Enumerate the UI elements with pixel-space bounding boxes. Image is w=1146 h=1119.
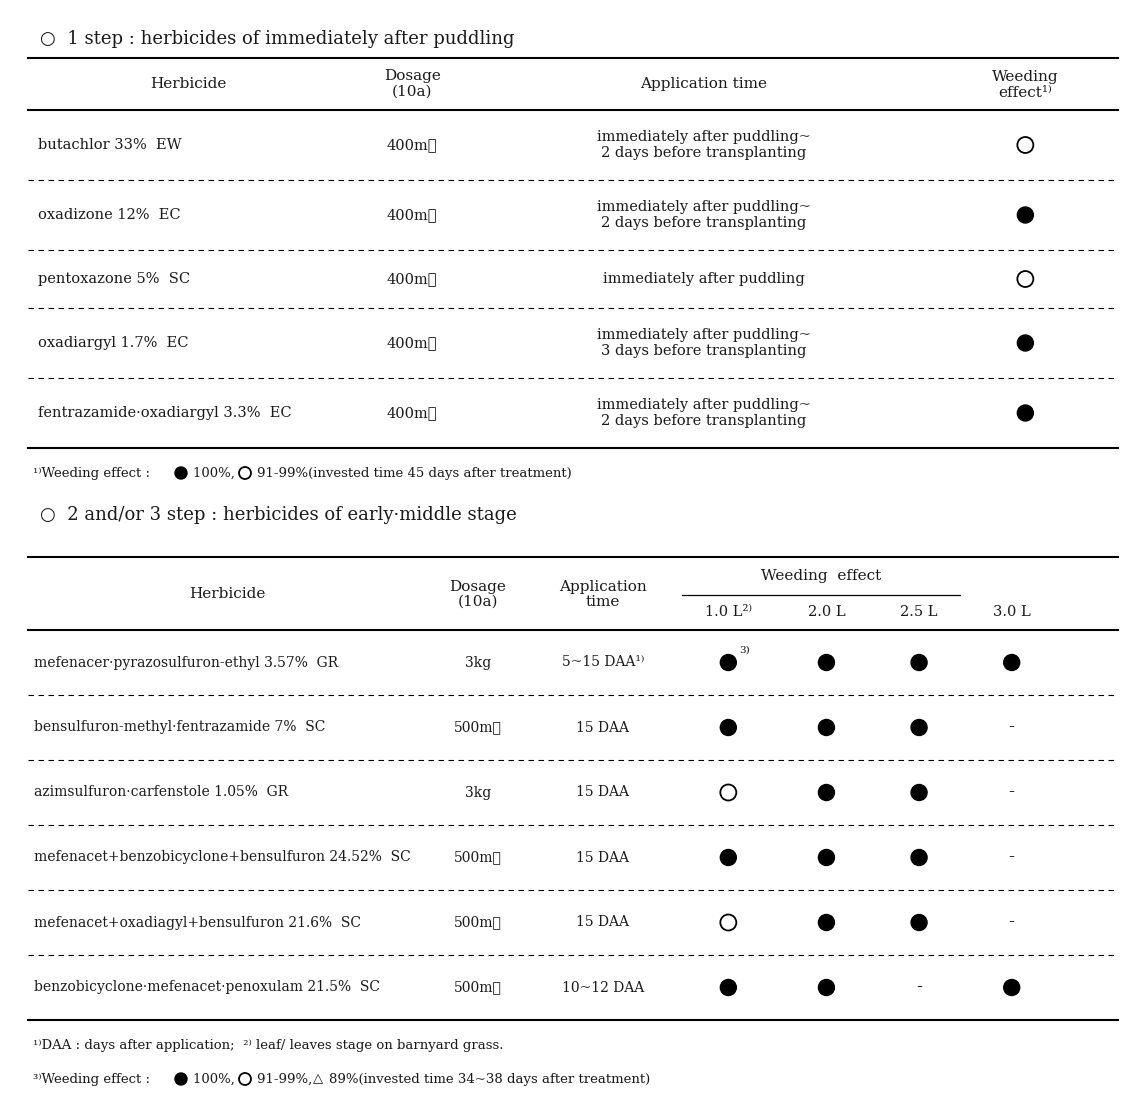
Text: 3): 3) <box>739 646 751 655</box>
Text: -: - <box>1008 783 1014 801</box>
Text: 3kg: 3kg <box>464 656 490 669</box>
Circle shape <box>721 720 737 735</box>
Text: -: - <box>1008 848 1014 866</box>
Circle shape <box>818 979 834 996</box>
Text: 100%,: 100%, <box>193 467 243 480</box>
Text: mefenacet+oxadiagyl+bensulfuron 21.6%  SC: mefenacet+oxadiagyl+bensulfuron 21.6% SC <box>34 915 361 930</box>
Text: 400mℓ: 400mℓ <box>387 406 438 420</box>
Text: -: - <box>916 978 923 997</box>
Text: effect¹⁾: effect¹⁾ <box>998 86 1052 100</box>
Circle shape <box>721 655 737 670</box>
Circle shape <box>911 655 927 670</box>
Text: ³⁾Weeding effect :: ³⁾Weeding effect : <box>33 1072 155 1085</box>
Text: fentrazamide·oxadiargyl 3.3%  EC: fentrazamide·oxadiargyl 3.3% EC <box>38 406 291 420</box>
Text: ○  1 step : herbicides of immediately after puddling: ○ 1 step : herbicides of immediately aft… <box>40 30 515 48</box>
Text: 91-99%(invested time 45 days after treatment): 91-99%(invested time 45 days after treat… <box>257 467 572 480</box>
Text: Herbicide: Herbicide <box>189 586 265 601</box>
Text: -: - <box>1008 718 1014 736</box>
Circle shape <box>1018 207 1034 223</box>
Text: immediately after puddling~
3 days before transplanting: immediately after puddling~ 3 days befor… <box>597 328 811 358</box>
Text: mefenacer·pyrazosulfuron-ethyl 3.57%  GR: mefenacer·pyrazosulfuron-ethyl 3.57% GR <box>34 656 338 669</box>
Text: Herbicide: Herbicide <box>150 77 227 91</box>
Text: mefenacet+benzobicyclone+bensulfuron 24.52%  SC: mefenacet+benzobicyclone+bensulfuron 24.… <box>34 850 410 865</box>
Text: (10a): (10a) <box>457 594 497 609</box>
Circle shape <box>818 784 834 800</box>
Text: Application time: Application time <box>641 77 768 91</box>
Text: 400mℓ: 400mℓ <box>387 272 438 286</box>
Text: immediately after puddling~
2 days before transplanting: immediately after puddling~ 2 days befor… <box>597 130 811 160</box>
Text: immediately after puddling~
2 days before transplanting: immediately after puddling~ 2 days befor… <box>597 398 811 429</box>
Text: 500mℓ: 500mℓ <box>454 915 502 930</box>
Text: oxadizone 12%  EC: oxadizone 12% EC <box>38 208 181 222</box>
Circle shape <box>818 720 834 735</box>
Text: Dosage: Dosage <box>449 580 507 593</box>
Text: 2.0 L: 2.0 L <box>808 605 846 620</box>
Text: ¹⁾DAA : days after application;  ²⁾ leaf/ leaves stage on barnyard grass.: ¹⁾DAA : days after application; ²⁾ leaf/… <box>33 1038 503 1052</box>
Circle shape <box>818 914 834 931</box>
Text: pentoxazone 5%  SC: pentoxazone 5% SC <box>38 272 190 286</box>
Text: immediately after puddling~
2 days before transplanting: immediately after puddling~ 2 days befor… <box>597 200 811 231</box>
Text: immediately after puddling: immediately after puddling <box>603 272 804 286</box>
Text: 100%,: 100%, <box>193 1072 243 1085</box>
Circle shape <box>721 979 737 996</box>
Text: Dosage
(10a): Dosage (10a) <box>384 69 441 100</box>
Text: 5~15 DAA¹⁾: 5~15 DAA¹⁾ <box>562 656 644 669</box>
Text: benzobicyclone·mefenacet·penoxulam 21.5%  SC: benzobicyclone·mefenacet·penoxulam 21.5%… <box>34 980 380 995</box>
Text: time: time <box>586 594 620 609</box>
Circle shape <box>1004 655 1020 670</box>
Text: 1.0 L²⁾: 1.0 L²⁾ <box>705 605 752 620</box>
Text: 15 DAA: 15 DAA <box>576 721 629 734</box>
Text: △: △ <box>313 1072 323 1085</box>
Circle shape <box>1018 405 1034 421</box>
Text: Weeding: Weeding <box>992 70 1059 84</box>
Text: butachlor 33%  EW: butachlor 33% EW <box>38 138 181 152</box>
Text: 10~12 DAA: 10~12 DAA <box>562 980 644 995</box>
Circle shape <box>175 467 187 479</box>
Text: ○  2 and/or 3 step : herbicides of early·middle stage: ○ 2 and/or 3 step : herbicides of early·… <box>40 506 517 524</box>
Circle shape <box>911 914 927 931</box>
Circle shape <box>911 720 927 735</box>
Text: ¹⁾Weeding effect :: ¹⁾Weeding effect : <box>33 467 155 480</box>
Circle shape <box>911 784 927 800</box>
Text: bensulfuron-methyl·fentrazamide 7%  SC: bensulfuron-methyl·fentrazamide 7% SC <box>34 721 325 734</box>
Text: 400mℓ: 400mℓ <box>387 336 438 350</box>
Text: 3kg: 3kg <box>464 786 490 799</box>
Circle shape <box>818 655 834 670</box>
Text: 15 DAA: 15 DAA <box>576 850 629 865</box>
Text: oxadiargyl 1.7%  EC: oxadiargyl 1.7% EC <box>38 336 188 350</box>
Circle shape <box>1004 979 1020 996</box>
Circle shape <box>175 1073 187 1085</box>
Text: 500mℓ: 500mℓ <box>454 850 502 865</box>
Circle shape <box>818 849 834 865</box>
Text: 15 DAA: 15 DAA <box>576 915 629 930</box>
Text: Application: Application <box>559 580 646 593</box>
Text: 15 DAA: 15 DAA <box>576 786 629 799</box>
Text: azimsulfuron·carfenstole 1.05%  GR: azimsulfuron·carfenstole 1.05% GR <box>34 786 288 799</box>
Text: 500mℓ: 500mℓ <box>454 980 502 995</box>
Text: Weeding  effect: Weeding effect <box>761 568 881 583</box>
Circle shape <box>721 849 737 865</box>
Text: 500mℓ: 500mℓ <box>454 721 502 734</box>
Circle shape <box>1018 335 1034 351</box>
Text: 2.5 L: 2.5 L <box>901 605 937 620</box>
Text: -: - <box>1008 913 1014 931</box>
Text: 89%(invested time 34~38 days after treatment): 89%(invested time 34~38 days after treat… <box>329 1072 650 1085</box>
Circle shape <box>911 849 927 865</box>
Text: 91-99%,: 91-99%, <box>257 1072 321 1085</box>
Text: 400mℓ: 400mℓ <box>387 138 438 152</box>
Text: 400mℓ: 400mℓ <box>387 208 438 222</box>
Text: 3.0 L: 3.0 L <box>992 605 1030 620</box>
